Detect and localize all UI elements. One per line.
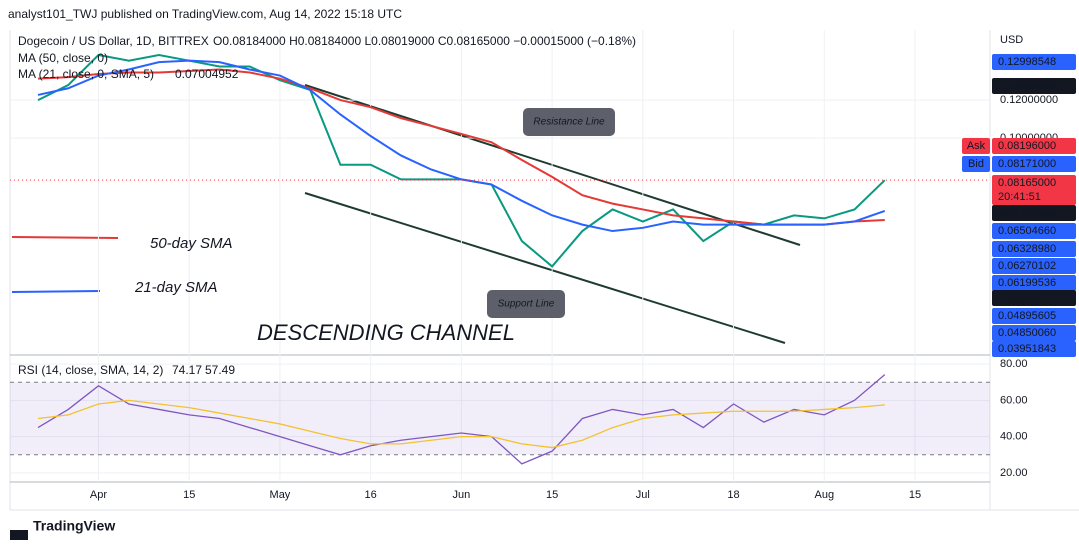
series-line [37,374,886,465]
y-tick-label: 60.00 [1000,394,1028,406]
price-label-box [992,308,1076,324]
price-label: 0.06328980 [998,243,1056,255]
price-label-box [992,258,1076,274]
y-tick-label: 40.00 [1000,431,1028,443]
price-label-box [992,241,1076,257]
support-line [304,192,786,344]
legend-value: 57.49 [205,363,235,377]
price-label: 0.08196000 [998,140,1056,152]
price-label: 0.04895605 [998,310,1056,322]
legend-ohlc: O0.08184000 H0.08184000 L0.08019000 C0.0… [213,34,636,48]
price-label-box [992,341,1076,357]
price-label: 0.06199536 [998,277,1056,289]
price-label-box [992,290,1076,306]
x-tick-label: Aug [814,489,834,501]
x-tick-label: 15 [546,489,558,501]
rsi-band [10,382,990,455]
x-tick-label: Apr [90,489,107,501]
price-label: 0.07733989 [998,207,1056,219]
price-label: 0.08165000 [998,177,1056,189]
price-label-box [992,175,1076,205]
annotation: 21-day SMA [134,279,218,296]
legend-ma: MA (21, close, 0, SMA, 5) [18,67,154,81]
annotation: Support Line [498,299,555,310]
price-label: 0.12810928 [998,80,1056,92]
price-label-box [992,138,1076,154]
price-label-box [992,156,1076,172]
x-tick-label: 16 [365,489,377,501]
price-label: 0.04850060 [998,327,1056,339]
price-label-box [992,275,1076,291]
x-tick-label: May [270,489,291,501]
annotation-box [523,108,615,136]
tag-box [962,138,990,154]
tag-box [962,156,990,172]
price-label-box [992,325,1076,341]
y-tick-label: 20.00 [1000,467,1028,479]
price-label-box [992,54,1076,70]
sma21-key [11,290,101,293]
legend-value: 0.07004952 [175,67,239,81]
y-tick-label: 0.12000000 [1000,94,1058,106]
price-label: 0.12998548 [998,56,1056,68]
x-tick-label: Jun [453,489,471,501]
legend-symbol: Dogecoin / US Dollar, 1D, BITTREX [18,34,209,48]
price-label-box [992,223,1076,239]
y-tick-label: 80.00 [1000,358,1028,370]
x-tick-label: 18 [727,489,739,501]
x-tick-label: Jul [636,489,650,501]
logo [10,530,28,540]
annotation-box [487,290,565,318]
sma50-key [11,236,119,239]
price-label: 0.06270102 [998,260,1056,272]
x-tick-label: 15 [909,489,921,501]
series-line [37,59,886,233]
price-countdown: 20:41:51 [998,191,1041,203]
price-label: 0.08171000 [998,158,1056,170]
price-label: 0.03951843 [998,343,1056,355]
annotation: DESCENDING CHANNEL [257,320,515,345]
price-label-box [992,205,1076,221]
byline: analyst101_TWJ published on TradingView.… [8,7,402,21]
legend-ma: MA (50, close, 0) [18,51,108,65]
legend-value: 74.17 [172,363,202,377]
series-line [37,68,885,226]
legend-rsi: RSI (14, close, SMA, 14, 2) [18,363,163,377]
x-tick-label: 15 [183,489,195,501]
tag: Bid [968,158,984,170]
price-label: 0.06504660 [998,225,1056,237]
axis-unit: USD [1000,34,1023,46]
series-line [37,399,885,449]
brand: TradingView [33,518,115,534]
tag: Ask [967,140,986,152]
price-label: 0.06058833 [998,292,1056,304]
annotation: 50-day SMA [150,235,233,252]
price-label-box [992,78,1076,94]
annotation: Resistance Line [533,117,605,128]
